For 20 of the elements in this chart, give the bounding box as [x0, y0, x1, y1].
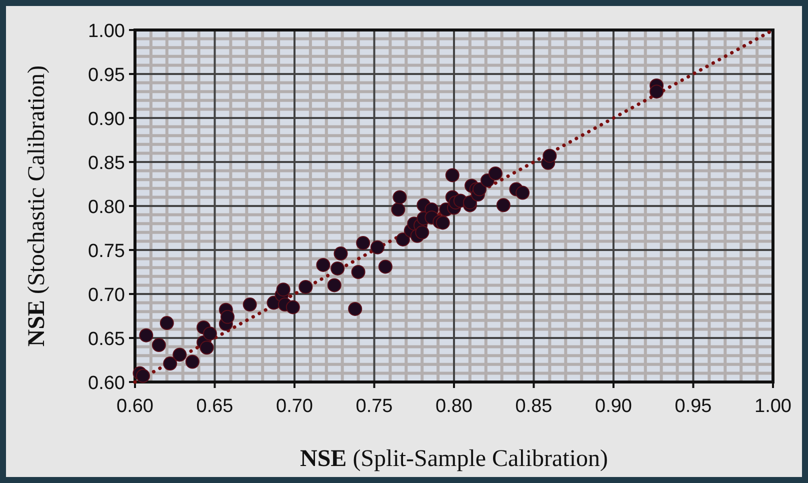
x-tick-label: 0.90 — [595, 396, 632, 417]
x-tick-label: 0.70 — [276, 396, 313, 417]
x-tick-label: 0.75 — [356, 396, 393, 417]
y-axis-title: NSE (Stochastic Calibration) — [24, 65, 50, 347]
x-tick-label: 0.80 — [436, 396, 472, 417]
y-tick-label: 0.85 — [88, 153, 125, 174]
x-tick-label: 0.85 — [515, 396, 552, 417]
y-tick-label: 0.75 — [88, 241, 125, 262]
y-tick-label: 0.65 — [88, 329, 125, 350]
x-tick-label: 1.00 — [754, 396, 792, 417]
y-tick-label: 0.95 — [88, 65, 125, 86]
x-tick-label: 0.95 — [674, 396, 712, 417]
x-tick-label: 0.60 — [116, 396, 154, 417]
y-tick-label: 1.00 — [88, 21, 125, 42]
y-tick-label: 0.60 — [88, 373, 125, 394]
y-tick-label: 0.90 — [88, 109, 125, 130]
y-tick-label: 0.70 — [88, 285, 125, 306]
y-tick-label: 0.80 — [88, 197, 125, 218]
x-axis-title: NSE (Split-Sample Calibration) — [300, 446, 608, 472]
x-tick-label: 0.65 — [196, 396, 234, 417]
